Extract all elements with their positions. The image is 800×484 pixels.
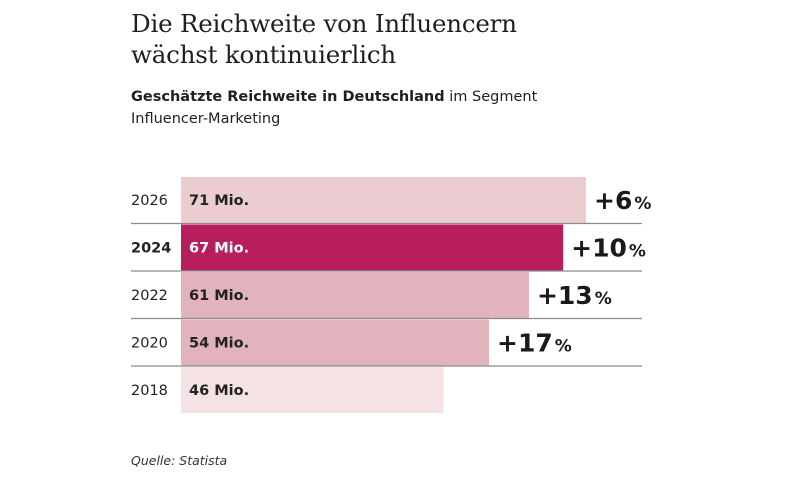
growth-label-2024: +10% (571, 234, 646, 263)
bar-2018 (181, 367, 444, 413)
bar-2026 (181, 177, 586, 223)
bar-2022 (181, 272, 529, 318)
subtitle-rest: im Segment (444, 89, 538, 105)
subtitle-bold: Geschätzte Reichweite in Deutschland (131, 89, 445, 105)
subtitle-line-2: Influencer-Marketing (131, 111, 281, 127)
title-line-1: Die Reichweite von Influencern (131, 9, 517, 38)
year-label-2018: 2018 (131, 383, 168, 399)
growth-label-2026: +6% (594, 186, 651, 215)
chart-title: Die Reichweite von Influencern wächst ko… (131, 8, 651, 70)
year-label-2024: 2024 (131, 241, 171, 257)
value-label-2026: 71 Mio. (189, 193, 249, 209)
year-label-2020: 2020 (131, 336, 168, 352)
source-note: Quelle: Statista (131, 453, 228, 468)
value-label-2024: 67 Mio. (189, 241, 249, 257)
value-label-2018: 46 Mio. (189, 383, 249, 399)
year-label-2022: 2022 (131, 288, 168, 304)
growth-label-2020: +17% (497, 329, 572, 358)
bar-2020 (181, 319, 490, 366)
value-label-2020: 54 Mio. (189, 336, 249, 352)
chart-subtitle: Geschätzte Reichweite in Deutschland im … (131, 86, 651, 130)
title-line-2: wächst kontinuierlich (131, 40, 396, 69)
value-label-2022: 61 Mio. (189, 288, 249, 304)
year-label-2026: 2026 (131, 193, 168, 209)
bar-2024 (181, 224, 564, 271)
growth-label-2022: +13% (537, 281, 612, 310)
